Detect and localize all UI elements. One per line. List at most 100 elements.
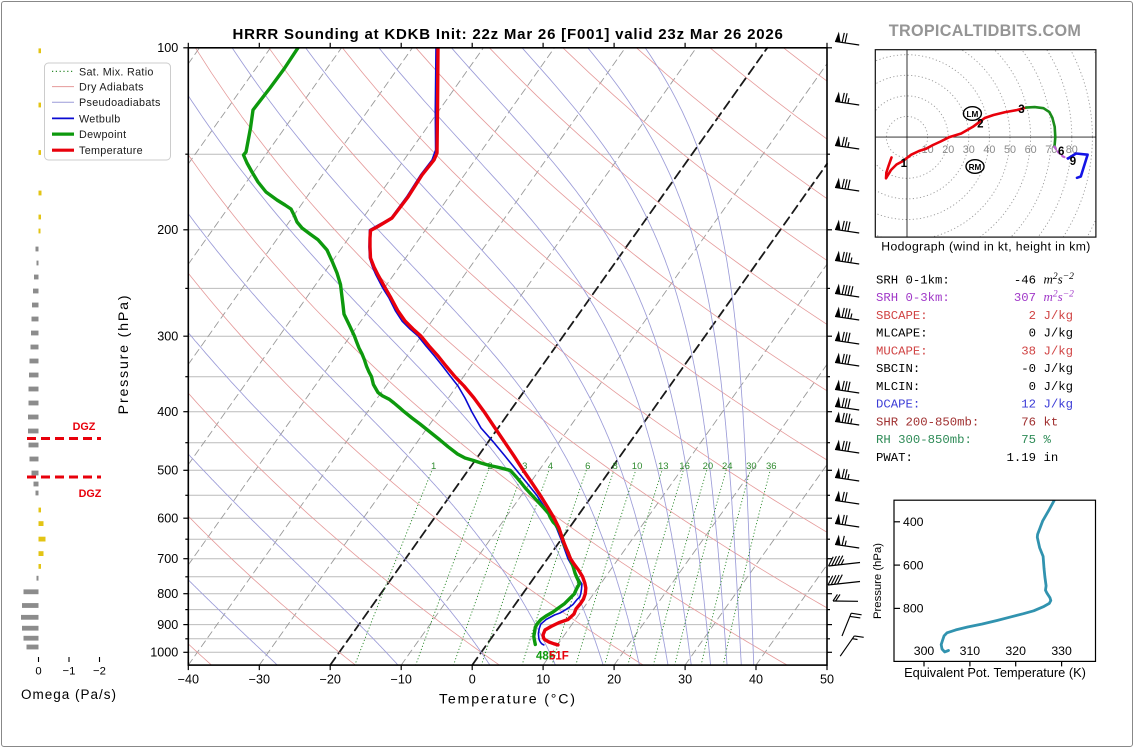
svg-text:−20: −20 xyxy=(320,672,341,686)
svg-text:30: 30 xyxy=(678,672,692,686)
svg-text:SHR 200-850mb:: SHR 200-850mb: xyxy=(876,416,979,430)
svg-text:6: 6 xyxy=(1058,146,1064,158)
svg-text:SRH 0-1km:: SRH 0-1km: xyxy=(876,273,950,287)
svg-text:8: 8 xyxy=(613,461,618,472)
svg-text:Hodograph (wind in kt, height: Hodograph (wind in kt, height in km) xyxy=(881,240,1091,254)
svg-text:307: 307 xyxy=(1014,291,1036,305)
svg-text:SBCIN:: SBCIN: xyxy=(876,362,920,376)
svg-text:100: 100 xyxy=(157,41,178,55)
svg-text:1000: 1000 xyxy=(150,646,178,660)
svg-text:24: 24 xyxy=(722,461,733,472)
svg-text:DGZ: DGZ xyxy=(73,421,96,433)
svg-text:13: 13 xyxy=(658,461,669,472)
svg-text:Dewpoint: Dewpoint xyxy=(79,129,126,141)
svg-text:Pseudoadiabats: Pseudoadiabats xyxy=(79,97,161,109)
svg-text:800: 800 xyxy=(903,602,924,616)
svg-text:38: 38 xyxy=(1021,344,1036,358)
svg-text:Pressure (hPa): Pressure (hPa) xyxy=(872,543,884,619)
svg-text:J/kg: J/kg xyxy=(1044,398,1074,412)
svg-text:600: 600 xyxy=(157,512,178,526)
svg-text:2: 2 xyxy=(1029,309,1036,323)
svg-text:DCAPE:: DCAPE: xyxy=(876,398,920,412)
svg-text:%: % xyxy=(1044,433,1052,447)
svg-text:0: 0 xyxy=(1029,380,1036,394)
svg-text:MLCIN:: MLCIN: xyxy=(876,380,920,394)
svg-text:6: 6 xyxy=(585,461,590,472)
svg-text:Dry Adiabats: Dry Adiabats xyxy=(79,82,144,94)
svg-text:320: 320 xyxy=(1005,644,1026,658)
svg-text:20: 20 xyxy=(703,461,714,472)
svg-text:1: 1 xyxy=(431,461,436,472)
svg-text:3: 3 xyxy=(1018,104,1024,116)
svg-text:400: 400 xyxy=(157,405,178,419)
svg-text:50: 50 xyxy=(820,672,834,686)
svg-text:RH 300-850mb:: RH 300-850mb: xyxy=(876,433,972,447)
svg-text:300: 300 xyxy=(157,330,178,344)
svg-text:10: 10 xyxy=(536,672,550,686)
svg-text:16: 16 xyxy=(679,461,690,472)
svg-text:Equivalent Pot. Temperature (K: Equivalent Pot. Temperature (K) xyxy=(904,665,1086,680)
svg-text:LM: LM xyxy=(966,110,978,119)
svg-text:300: 300 xyxy=(914,644,935,658)
svg-text:RM: RM xyxy=(969,163,982,172)
svg-text:30: 30 xyxy=(963,144,975,156)
svg-text:0: 0 xyxy=(1029,327,1036,341)
svg-text:330: 330 xyxy=(1051,644,1072,658)
svg-text:Pressure (hPa): Pressure (hPa) xyxy=(116,294,132,415)
svg-text:2: 2 xyxy=(977,119,983,131)
svg-text:400: 400 xyxy=(903,515,924,529)
svg-text:MLCAPE:: MLCAPE: xyxy=(876,327,928,341)
svg-text:40: 40 xyxy=(749,672,763,686)
svg-text:−30: −30 xyxy=(249,672,270,686)
svg-text:20: 20 xyxy=(607,672,621,686)
svg-text:J/kg: J/kg xyxy=(1044,344,1074,358)
svg-text:-46: -46 xyxy=(1014,273,1036,287)
svg-text:−1: −1 xyxy=(63,666,76,678)
svg-text:J/kg: J/kg xyxy=(1044,327,1074,341)
svg-text:HRRR Sounding at KDKB Init: 22: HRRR Sounding at KDKB Init: 22z Mar 26 [… xyxy=(232,26,783,43)
svg-text:700: 700 xyxy=(157,552,178,566)
svg-text:J/kg: J/kg xyxy=(1044,380,1074,394)
svg-text:200: 200 xyxy=(157,223,178,237)
svg-text:MUCAPE:: MUCAPE: xyxy=(876,344,928,358)
svg-text:310: 310 xyxy=(960,644,981,658)
svg-text:PWAT:: PWAT: xyxy=(876,451,913,465)
svg-text:J/kg: J/kg xyxy=(1044,309,1074,323)
svg-text:12: 12 xyxy=(1021,398,1036,412)
svg-text:−2: −2 xyxy=(93,666,106,678)
svg-text:0: 0 xyxy=(35,666,41,678)
svg-text:Wetbulb: Wetbulb xyxy=(79,113,121,125)
svg-text:Omega (Pa/s): Omega (Pa/s) xyxy=(21,687,117,702)
svg-text:20: 20 xyxy=(942,144,954,156)
svg-text:800: 800 xyxy=(157,587,178,601)
svg-text:4: 4 xyxy=(548,461,553,472)
svg-text:Temperature: Temperature xyxy=(79,145,143,157)
svg-text:50: 50 xyxy=(1004,144,1016,156)
svg-text:0: 0 xyxy=(469,672,476,686)
svg-text:600: 600 xyxy=(903,558,924,572)
svg-text:−10: −10 xyxy=(391,672,412,686)
svg-text:m2s−2: m2s−2 xyxy=(1044,289,1075,304)
svg-text:in: in xyxy=(1044,451,1059,465)
svg-text:−40: −40 xyxy=(178,672,199,686)
svg-text:-0: -0 xyxy=(1021,362,1036,376)
svg-text:75: 75 xyxy=(1021,433,1036,447)
svg-text:40: 40 xyxy=(983,144,995,156)
svg-text:SBCAPE:: SBCAPE: xyxy=(876,309,928,323)
svg-text:TROPICALTIDBITS.COM: TROPICALTIDBITS.COM xyxy=(889,22,1081,40)
svg-text:10: 10 xyxy=(632,461,643,472)
svg-text:76: 76 xyxy=(1021,416,1036,430)
svg-text:900: 900 xyxy=(157,618,178,632)
svg-text:J/kg: J/kg xyxy=(1044,362,1074,376)
svg-text:1: 1 xyxy=(901,158,908,170)
svg-text:Temperature (°C): Temperature (°C) xyxy=(439,692,577,708)
svg-text:Sat. Mix. Ratio: Sat. Mix. Ratio xyxy=(79,66,154,78)
svg-text:DGZ: DGZ xyxy=(79,488,102,500)
svg-text:51F: 51F xyxy=(549,651,569,663)
svg-text:m2s−2: m2s−2 xyxy=(1044,271,1075,286)
svg-text:36: 36 xyxy=(766,461,777,472)
svg-text:60: 60 xyxy=(1025,144,1037,156)
svg-text:30: 30 xyxy=(746,461,757,472)
svg-text:SRH 0-3km:: SRH 0-3km: xyxy=(876,291,950,305)
svg-text:3: 3 xyxy=(522,461,527,472)
